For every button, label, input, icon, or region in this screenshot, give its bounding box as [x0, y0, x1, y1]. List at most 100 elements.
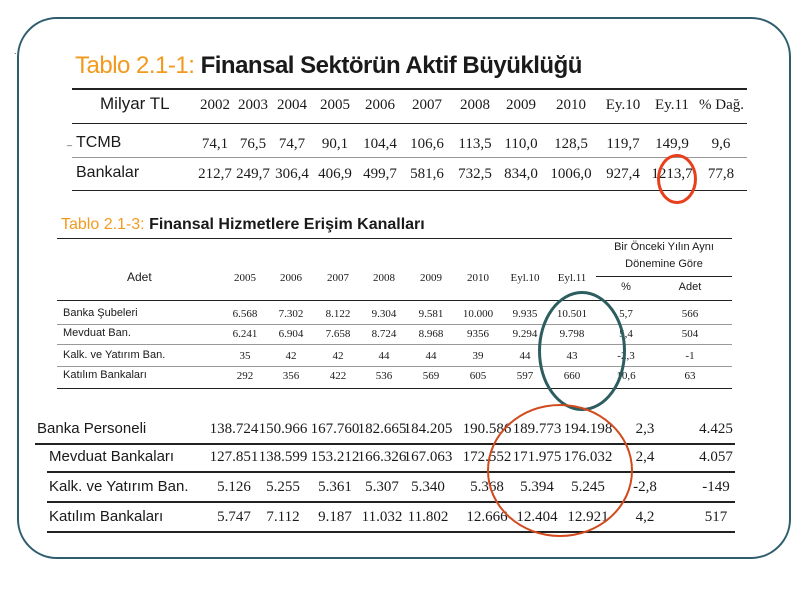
table1-cell: 581,6 — [410, 166, 444, 182]
table3-cell: 138.724 — [209, 421, 259, 437]
table1-cell: 406,9 — [318, 166, 352, 182]
table1-cell: 249,7 — [236, 166, 270, 182]
table1-col-header: 2006 — [365, 97, 395, 113]
table1-col-header: 2007 — [412, 97, 442, 113]
table1-col-header: 2003 — [238, 97, 268, 113]
table2-group-header-line2: Dönemine Göre — [625, 258, 703, 270]
table3-row-label: Mevduat Bankaları — [49, 448, 175, 465]
table1-col-header: 2004 — [277, 97, 307, 113]
table2-cell: 9.581 — [418, 308, 444, 320]
table2-cell: 10.000 — [462, 308, 494, 320]
table1-cell: 212,7 — [198, 166, 232, 182]
table3-cell: 5.340 — [411, 479, 445, 495]
table1-cell: 74,1 — [201, 136, 229, 152]
table2-title-text: Finansal Hizmetlere Erişim Kanalları — [149, 216, 425, 233]
table2-header-label: Adet — [127, 270, 152, 284]
table1-cell: 149,9 — [655, 136, 689, 152]
table3-cell: 2,3 — [635, 421, 655, 437]
table2-title-prefix: Tablo 2.1-3: — [61, 216, 145, 233]
table1-col-header: 2009 — [506, 97, 536, 113]
table3-row-rule — [47, 501, 735, 503]
table2-group-header-line1: Bir Önceki Yılın Aynı — [614, 241, 714, 253]
table3-cell: 11.802 — [407, 509, 449, 525]
table2-cell: 9.304 — [371, 308, 397, 320]
table2-title: Tablo 2.1-3: Finansal Hizmetlere Erişim … — [61, 216, 425, 234]
table2-col-header: Eyl.11 — [557, 272, 587, 284]
table2-cell: 9356 — [467, 328, 489, 340]
table3-cell: 167.063 — [403, 449, 453, 465]
table1-title-prefix: Tablo 2.1-1: — [75, 52, 195, 79]
highlight-circle-red-large — [487, 404, 633, 537]
table3-cell: 138.599 — [258, 449, 308, 465]
table2-col-header: 2005 — [234, 272, 256, 284]
table1-title-text: Finansal Sektörün Aktif Büyüklüğü — [200, 52, 583, 79]
table1-cell: 113,5 — [458, 136, 492, 152]
table3-row-label: Banka Personeli — [37, 420, 147, 437]
table3-cell: 153.212 — [310, 449, 360, 465]
table1-cell: 1006,0 — [550, 166, 592, 182]
table2-row-label: Banka Şubeleri — [63, 307, 138, 319]
table1-cell: 128,5 — [554, 136, 588, 152]
table1-cell: 732,5 — [458, 166, 492, 182]
table2-cell: 566 — [681, 308, 699, 320]
table2-cell: 292 — [236, 370, 254, 382]
table2-cell: 35 — [239, 350, 251, 362]
table2-row-label: Mevduat Ban. — [63, 327, 131, 339]
table2-cell: 63 — [684, 370, 696, 382]
table3-cell: 5.307 — [365, 479, 399, 495]
table2-col-header: Eyl.10 — [510, 272, 540, 284]
table1-cell: 77,8 — [707, 166, 735, 182]
table3-cell: 12.666 — [466, 509, 508, 525]
table2-bottom-rule — [57, 388, 732, 389]
table3-row-label: Katılım Bankaları — [49, 508, 164, 525]
table1-header-rule — [72, 123, 747, 124]
table1-row-label: TCMB — [76, 134, 122, 151]
table1-row-rule — [72, 157, 747, 158]
table2-cell: 39 — [472, 350, 484, 362]
highlight-circle-teal — [538, 291, 626, 411]
table2-cell: 422 — [329, 370, 347, 382]
table2-cell: 605 — [469, 370, 487, 382]
table2-cell: 6.241 — [232, 328, 258, 340]
table3-cell: -149 — [702, 479, 730, 495]
table1-cell: 9,6 — [711, 136, 731, 152]
table2-cell: 6.904 — [278, 328, 304, 340]
table2-cell: 356 — [282, 370, 300, 382]
table1-top-rule — [72, 88, 747, 90]
table2-row-label: Katılım Bankaları — [63, 369, 147, 381]
table2-cell: 569 — [422, 370, 440, 382]
highlight-circle-red-small — [657, 154, 697, 204]
table2-sub-header: % — [621, 281, 631, 293]
table2-row-rule — [57, 324, 732, 325]
table2-row-rule — [57, 344, 732, 345]
table2-col-header: 2006 — [280, 272, 302, 284]
table2-group-rule — [596, 276, 732, 277]
table2-col-header: 2010 — [467, 272, 489, 284]
table2-header-rule — [57, 300, 732, 301]
table2-cell: 9.935 — [512, 308, 538, 320]
slide-frame — [17, 17, 791, 559]
table3-cell: 517 — [704, 509, 728, 525]
table2-cell: 44 — [425, 350, 437, 362]
table2-cell: 5,7 — [619, 308, 633, 320]
table1-cell: 499,7 — [363, 166, 397, 182]
table3-cell: 4.057 — [699, 449, 733, 465]
table2-cell: 597 — [516, 370, 534, 382]
table3-row-rule — [35, 443, 735, 445]
table3-cell: 5.361 — [318, 479, 352, 495]
table3-cell: 11.032 — [361, 509, 403, 525]
table1-cell: 306,4 — [275, 166, 309, 182]
table2-col-header: 2009 — [420, 272, 442, 284]
table1-col-header: Ey.10 — [605, 97, 641, 113]
table2-cell: -1 — [685, 350, 695, 362]
table2-cell: 42 — [332, 350, 344, 362]
table1-cell: 834,0 — [504, 166, 538, 182]
table1-cell: 119,7 — [606, 136, 640, 152]
table2-cell: 9.294 — [512, 328, 538, 340]
table3-cell: 150.966 — [258, 421, 308, 437]
table1-col-header: 2005 — [320, 97, 350, 113]
table3-cell: 5.255 — [266, 479, 300, 495]
table2-row-rule — [57, 366, 732, 367]
table3-cell: 4.425 — [699, 421, 733, 437]
table2-row-label: Kalk. ve Yatırım Ban. — [63, 349, 166, 361]
